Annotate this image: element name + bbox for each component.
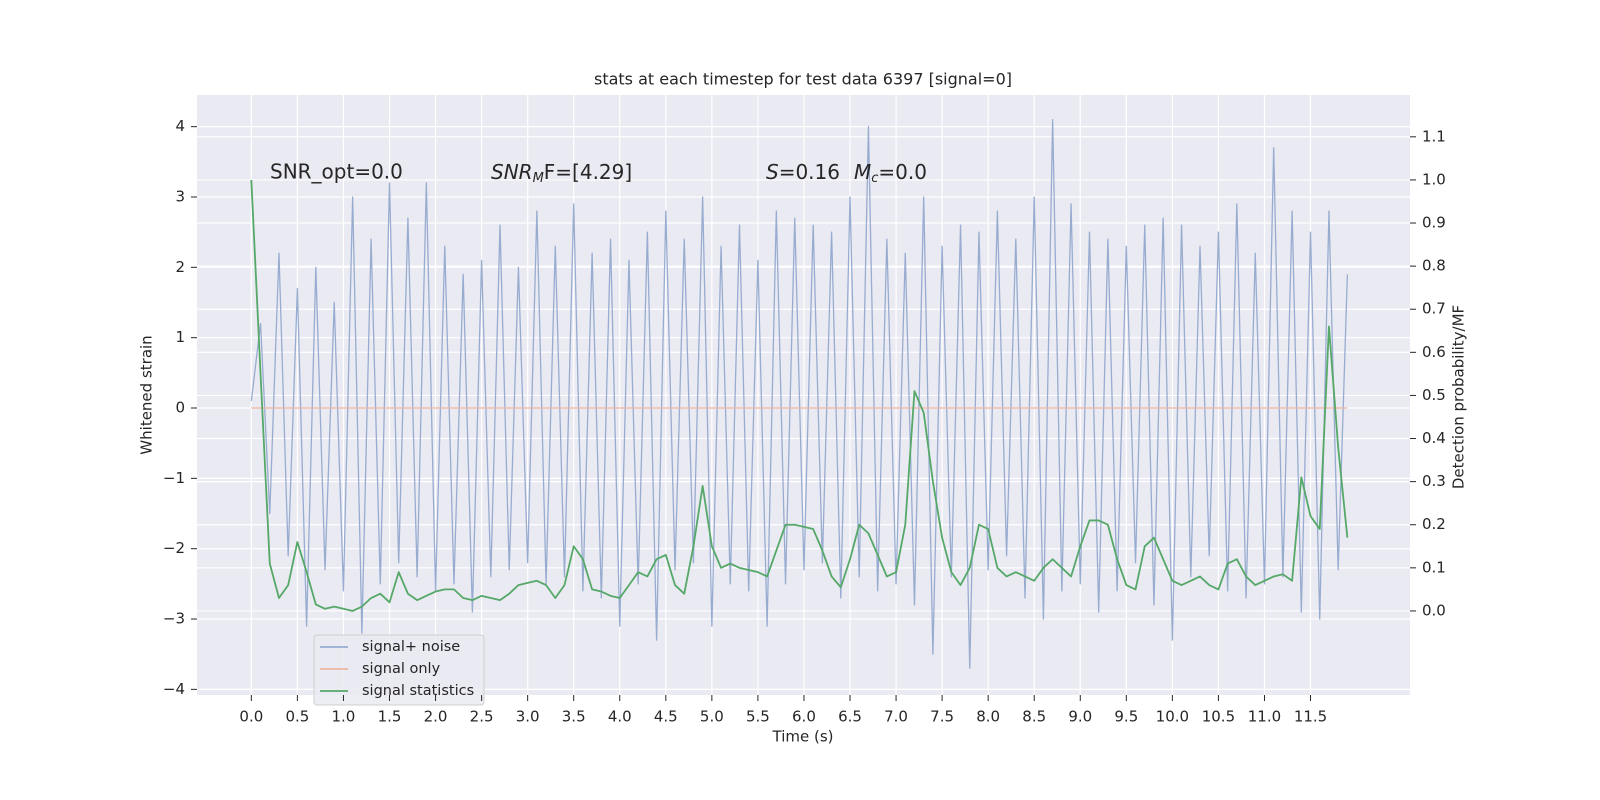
annotation-part: =0.16 [779, 160, 840, 184]
y-tick-label: 3 [175, 187, 185, 205]
x-tick-label: 6.0 [792, 708, 816, 726]
y2-tick-label: 0.3 [1422, 472, 1446, 490]
legend-label: signal statistics [362, 683, 474, 699]
x-tick-label: 7.5 [930, 708, 954, 726]
y2-tick-label: 1.0 [1422, 170, 1446, 188]
x-tick-label: 6.5 [838, 708, 862, 726]
y2-tick-label: 0.2 [1422, 515, 1446, 533]
y2-tick-label: 0.7 [1422, 300, 1446, 318]
annotation-part: S [766, 160, 779, 184]
x-tick-label: 9.5 [1114, 708, 1138, 726]
y-tick-label: −2 [163, 539, 185, 557]
y-tick-label: 2 [175, 258, 185, 276]
x-tick-label: 8.0 [976, 708, 1000, 726]
x-axis-label: Time (s) [772, 728, 834, 746]
annotation: SNRMF=[4.29] [491, 160, 632, 186]
x-tick-label: 1.0 [332, 708, 356, 726]
x-tick-label: 9.0 [1068, 708, 1092, 726]
chart-title: stats at each timestep for test data 639… [594, 70, 1012, 89]
y-tick-label: −4 [163, 680, 185, 698]
y-axis-label: Whitened strain [138, 335, 156, 454]
x-tick-label: 10.0 [1156, 708, 1189, 726]
x-tick-label: 0.5 [285, 708, 309, 726]
series-line [250, 179, 1349, 612]
annotation-part: c [871, 171, 878, 186]
x-tick-label: 7.0 [884, 708, 908, 726]
y2-axis-label: Detection probability/MF [1450, 305, 1468, 489]
x-tick-label: 1.5 [378, 708, 402, 726]
x-tick-label: 2.0 [424, 708, 448, 726]
x-tick-label: 11.0 [1248, 708, 1281, 726]
x-tick-label: 8.5 [1022, 708, 1046, 726]
y2-tick-label: 0.5 [1422, 386, 1446, 404]
y-tick-label: 4 [175, 117, 185, 135]
x-tick-label: 5.5 [746, 708, 770, 726]
annotation-part: F=[4.29] [544, 160, 632, 184]
legend-label: signal only [362, 661, 441, 677]
annotation-part: SNR [491, 160, 533, 184]
y-tick-label: 1 [175, 328, 185, 346]
annotation-part: M [854, 160, 871, 184]
y2-tick-label: 0.9 [1422, 214, 1446, 232]
marks [250, 118, 1349, 669]
y2-tick-label: 0.8 [1422, 257, 1446, 275]
x-tick-label: 3.0 [516, 708, 540, 726]
legend: signal+ noise signal only signal statistic… [313, 634, 485, 706]
x-tick-label: 4.5 [654, 708, 678, 726]
y2-tick-label: 0.0 [1422, 601, 1446, 619]
y2-tick-label: 0.1 [1422, 558, 1446, 576]
x-tick-label: 10.5 [1202, 708, 1235, 726]
y-tick-label: 0 [175, 399, 185, 417]
series-line [250, 118, 1349, 669]
y2-tick-label: 0.6 [1422, 343, 1446, 361]
y2-tick-label: 0.4 [1422, 429, 1446, 447]
x-tick-label: 0.0 [239, 708, 263, 726]
x-tick-label: 4.0 [608, 708, 632, 726]
x-tick-label: 2.5 [470, 708, 494, 726]
legend-label: signal+ noise [362, 639, 460, 655]
annotation-part: M [533, 171, 544, 186]
x-tick-label: 11.5 [1294, 708, 1327, 726]
y-tick-label: −1 [163, 469, 185, 487]
annotation: SNR_opt=0.0 [270, 160, 403, 184]
y2-tick-label: 1.1 [1422, 127, 1446, 145]
x-tick-label: 5.0 [700, 708, 724, 726]
y-tick-label: −3 [163, 610, 185, 628]
annotation: S=0.16 Mc=0.0 [766, 160, 927, 186]
x-tick-label: 3.5 [562, 708, 586, 726]
annotation-part: =0.0 [878, 160, 927, 184]
legend-box [313, 634, 485, 706]
